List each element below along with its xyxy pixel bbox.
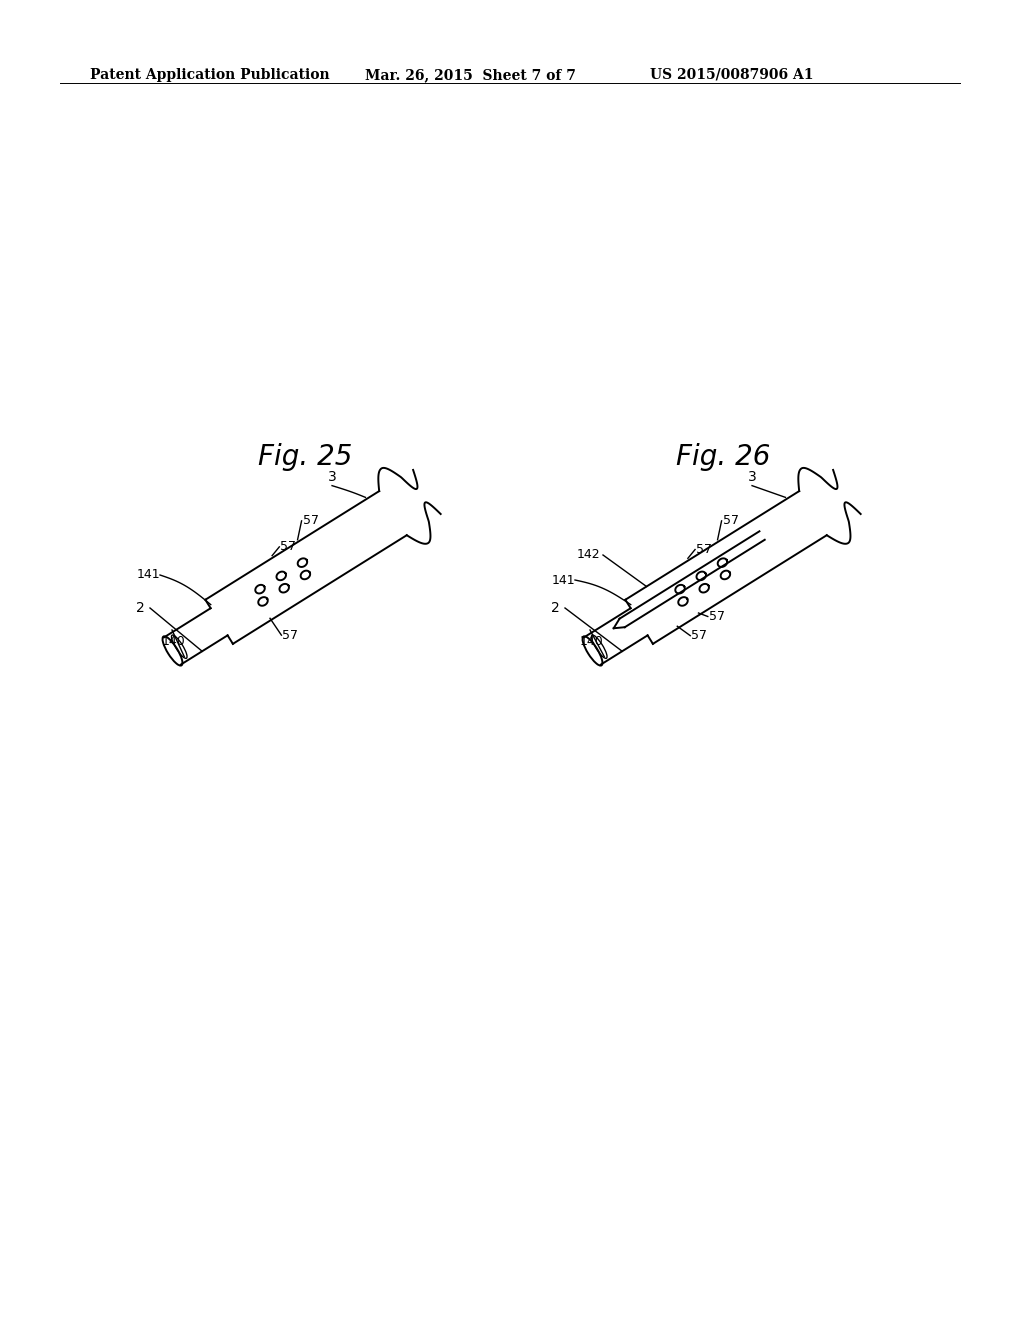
Text: 57: 57 (691, 630, 708, 642)
Text: Fig. 25: Fig. 25 (258, 444, 352, 471)
Text: 3: 3 (748, 470, 757, 483)
Text: 57: 57 (281, 540, 296, 553)
Text: 140: 140 (580, 635, 604, 648)
Text: 57: 57 (696, 543, 712, 556)
Text: 3: 3 (328, 470, 337, 483)
Text: 57: 57 (302, 515, 318, 528)
Text: 57: 57 (723, 515, 738, 528)
Text: US 2015/0087906 A1: US 2015/0087906 A1 (650, 69, 813, 82)
Text: 57: 57 (283, 628, 298, 642)
Text: 141: 141 (551, 573, 575, 586)
Text: 2: 2 (136, 601, 145, 615)
Text: Patent Application Publication: Patent Application Publication (90, 69, 330, 82)
Text: Fig. 26: Fig. 26 (676, 444, 770, 471)
Text: 140: 140 (162, 635, 185, 648)
Text: 57: 57 (709, 610, 725, 623)
Text: Mar. 26, 2015  Sheet 7 of 7: Mar. 26, 2015 Sheet 7 of 7 (365, 69, 575, 82)
Text: 2: 2 (551, 601, 560, 615)
Text: 141: 141 (136, 569, 160, 582)
Text: 142: 142 (577, 549, 600, 561)
